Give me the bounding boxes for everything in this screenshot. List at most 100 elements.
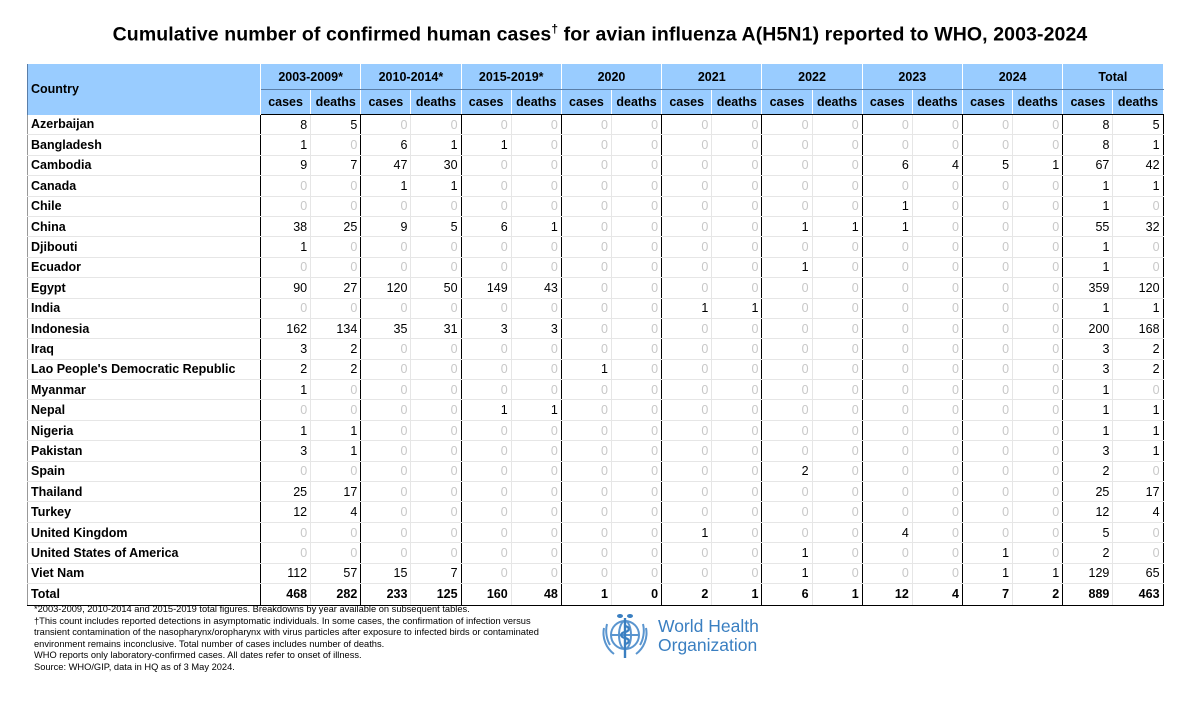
cases-cell: 0 [661,501,713,523]
cases-cell: 0 [561,196,612,217]
cases-cell: 0 [661,175,713,197]
cases-cell: 3 [461,318,512,340]
deaths-cell: 0 [611,461,663,483]
country-cell: Iraq [27,338,261,360]
deaths-cell: 0 [1012,338,1064,360]
cases-cell: 1 [260,134,312,156]
cases-cell: 0 [360,399,412,421]
cases-cell: 0 [962,175,1014,197]
deaths-cell: 0 [912,420,963,442]
cases-cell: 0 [862,277,913,299]
deaths-cell: 0 [611,501,663,523]
country-cell: Lao People's Democratic Republic [27,359,261,381]
deaths-cell: 0 [711,379,763,401]
deaths-cell: 1 [310,420,362,442]
period-header: Total [1062,64,1164,90]
country-cell: Indonesia [27,318,261,340]
cases-cell: 0 [260,257,312,279]
cases-cell: 0 [661,257,713,279]
cases-cell: 0 [661,155,713,177]
deaths-cell: 0 [711,277,763,299]
cases-cell: 0 [260,522,312,544]
cases-cell: 0 [661,542,713,564]
country-cell: Thailand [27,481,261,503]
cases-cell: 0 [862,440,913,462]
cases-cell: 1 [761,563,813,584]
table-row: Turkey 12 4 0 0 0 0 0 0 0 0 0 0 0 0 0 0 12 4 [27,501,1164,523]
deaths-cell: 0 [812,277,863,299]
cases-cell: 0 [962,257,1014,279]
deaths-cell: 0 [1012,216,1064,238]
deaths-cell: 0 [1012,481,1064,503]
cases-cell: 0 [561,134,612,156]
cases-cell: 0 [761,359,813,381]
deaths-cell: 1 [1112,440,1164,462]
cases-cell: 0 [461,359,512,381]
table-row: Pakistan 3 1 0 0 0 0 0 0 0 0 0 0 0 0 0 0 3 1 [27,440,1164,462]
deaths-cell: 0 [711,257,763,279]
cases-cell: 0 [661,196,713,217]
deaths-cell: 0 [912,563,963,584]
cases-cell: 0 [862,399,913,421]
cases-cell: 0 [561,522,612,544]
cases-cell: 0 [761,236,813,258]
cases-cell: 0 [661,461,713,483]
deaths-cell: 1 [711,582,763,606]
deaths-cell: 2 [1012,582,1064,606]
deaths-cell: 0 [812,379,863,401]
cases-cell: 0 [461,522,512,544]
cases-cell: 0 [360,257,412,279]
deaths-cell: 0 [511,338,562,360]
period-header: 2003-2009* [259,64,362,90]
deaths-cell: 0 [611,298,663,319]
cases-cell: 0 [761,196,813,217]
cases-cell: 0 [962,461,1014,483]
cases-cell: 0 [360,522,412,544]
cases-cell: 0 [561,298,612,319]
cases-cell: 0 [461,501,512,523]
cases-cell: 9 [360,216,412,238]
deaths-cell: 0 [410,461,462,483]
cases-cell: 1 [561,359,612,381]
deaths-cell: 0 [912,114,963,136]
deaths-cell: 0 [812,155,863,177]
cases-cell: 0 [761,440,813,462]
cases-cell: 0 [862,298,913,319]
cases-cell: 0 [661,359,713,381]
deaths-cell: 120 [1112,277,1164,299]
cases-cell: 0 [561,155,612,177]
cases-cell: 1 [761,257,813,279]
deaths-cell: 0 [410,298,462,319]
cases-cell: 0 [260,298,312,319]
deaths-cell: 134 [310,318,362,340]
deaths-cell: 125 [410,582,462,606]
cases-cell: 1 [360,175,412,197]
deaths-cell: 1 [1112,298,1164,319]
cases-cell: 889 [1062,582,1114,606]
deaths-cell: 0 [511,114,562,136]
deaths-cell: 0 [611,175,663,197]
cases-cell: 3 [1062,338,1114,360]
deaths-cell: 4 [310,501,362,523]
deaths-cell: 0 [1012,257,1064,279]
period-header: 2020 [560,64,663,90]
cases-cell: 0 [962,359,1014,381]
deaths-cell: 0 [410,338,462,360]
cases-cell: 6 [461,216,512,238]
who-logo: World Health Organization [598,610,778,662]
country-cell: United States of America [27,542,261,564]
cases-cell: 90 [260,277,312,299]
deaths-cell: 0 [912,298,963,319]
deaths-cell: 0 [410,440,462,462]
deaths-cell: 0 [912,379,963,401]
deaths-cell: 0 [711,338,763,360]
cases-cell: 2 [661,582,713,606]
table-row: Viet Nam 112 57 15 7 0 0 0 0 0 0 1 0 0 0 1 1 129 65 [27,563,1164,584]
cases-cell: 1 [661,522,713,544]
deaths-cell: 5 [1112,114,1164,136]
cases-cell: 0 [661,563,713,584]
period-header: 2024 [961,64,1064,90]
deaths-cell: 0 [410,257,462,279]
cases-cell: 8 [1062,134,1114,156]
cases-cell: 0 [862,338,913,360]
